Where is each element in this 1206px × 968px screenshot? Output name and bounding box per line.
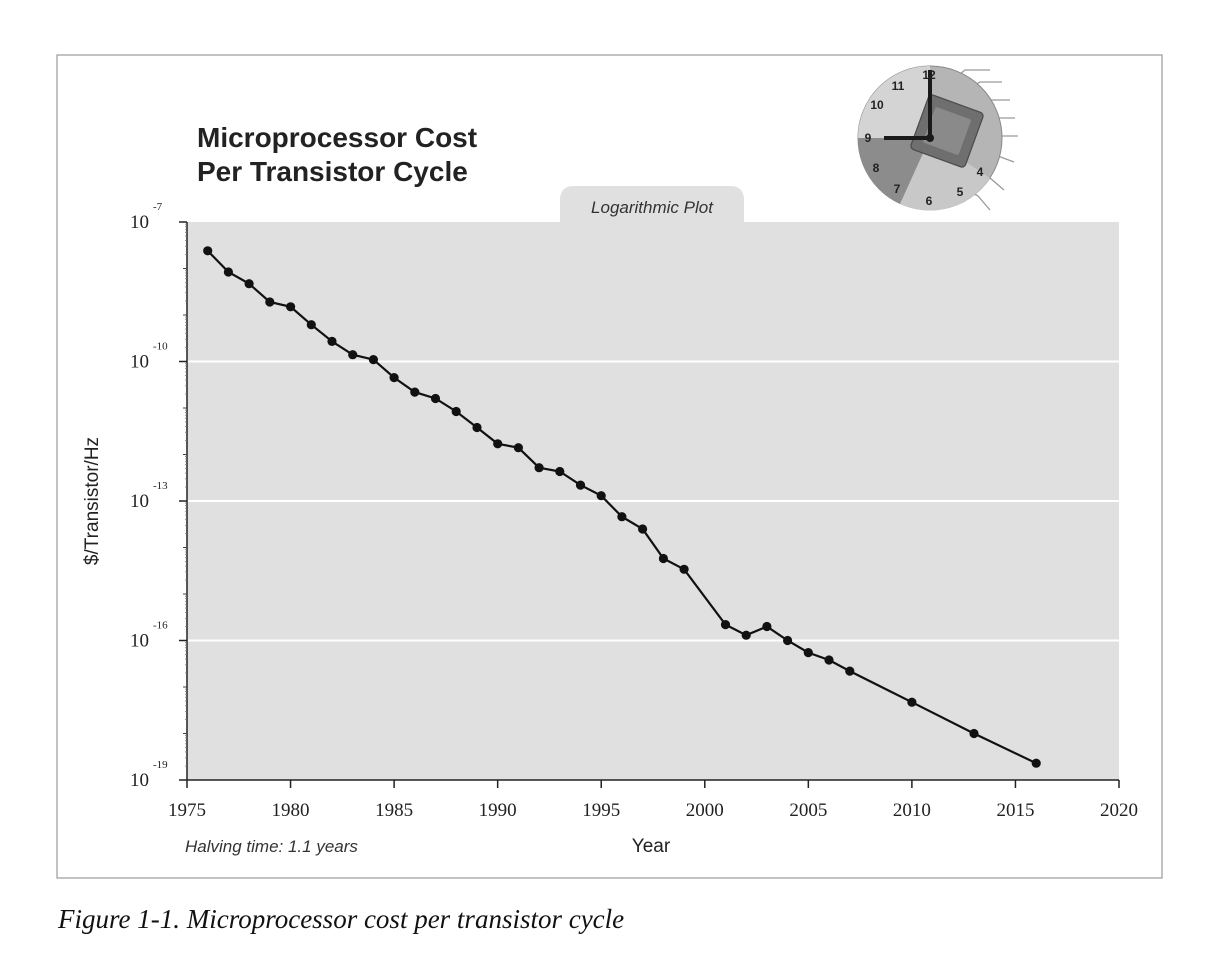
data-point [824,655,834,665]
data-point [803,648,813,658]
y-tick-label: 10 [130,352,149,373]
data-point [410,387,420,397]
data-point [907,697,917,707]
data-point [430,393,441,404]
y-axis-label: $/Transistor/Hz [82,437,103,565]
data-point [472,422,482,433]
y-tick-exponent: -13 [153,480,168,492]
y-minor-ticks [183,221,187,781]
data-point [306,320,316,330]
clock-number: 6 [926,194,933,208]
data-point [658,553,669,564]
x-tick-label: 1985 [375,800,413,821]
data-point [555,466,565,477]
x-tick-label: 2015 [996,800,1034,821]
x-axis-label: Year [632,836,671,857]
data-point [451,406,461,417]
y-tick-label: 10 [130,491,149,512]
data-point [368,355,378,365]
clock-number: 12 [922,68,936,82]
data-point [1031,758,1041,768]
x-tick-label: 1990 [479,800,517,821]
y-tick-exponent: -16 [153,620,168,632]
data-point [762,621,772,632]
data-point [513,443,524,453]
chart-title-line-1: Microprocessor Cost [197,122,477,153]
x-tick-label: 2020 [1100,800,1138,821]
y-tick-exponent: -7 [153,201,163,213]
data-point [638,524,648,534]
data-point [534,463,544,473]
data-point [493,439,503,449]
data-point [720,620,731,630]
data-point [286,302,296,312]
halving-time-note: Halving time: 1.1 years [185,837,358,856]
series-line [203,246,1041,768]
gridlines [187,360,1119,642]
x-tick-label: 1995 [582,800,620,821]
clock-number: 8 [873,161,880,175]
data-point [679,564,689,574]
clock-number: 11 [892,79,905,93]
x-ticks: 1975 1980 1985 1990 1995 2000 2005 2010 2015 2020 [168,780,1138,821]
x-tick-label: 2000 [686,800,724,821]
data-point [845,666,855,676]
data-point [741,630,751,640]
data-point [203,246,213,256]
clock-chip-icon: 12 11 10 9 8 7 6 5 4 [857,65,1018,211]
y-ticks: 10 -7 10 -10 10 -13 10 -16 10 -19 [130,201,187,791]
clock-number: 4 [977,165,984,179]
y-tick-label: 10 [130,770,149,791]
y-tick-label: 10 [130,631,149,652]
data-point [244,279,254,289]
x-tick-label: 1980 [272,800,310,821]
y-tick-label: 10 [130,212,149,233]
data-point [783,635,793,646]
clock-number: 5 [957,185,964,199]
x-tick-label: 1975 [168,800,206,821]
log-plot-badge-label: Logarithmic Plot [591,198,714,217]
log-plot-badge [560,186,744,222]
data-point [265,297,275,307]
y-tick-exponent: -10 [153,341,168,353]
data-point [596,491,606,501]
data-point [969,728,979,739]
clock-number: 7 [894,182,901,196]
x-tick-label: 2010 [893,800,931,821]
chart-title-line-2: Per Transistor Cycle [197,156,468,187]
clock-number: 10 [870,98,884,112]
data-point [223,267,233,277]
series-polyline [206,250,1037,765]
x-tick-label: 2005 [789,800,827,821]
figure-caption: Figure 1-1. Microprocessor cost per tran… [57,904,624,934]
y-tick-exponent: -19 [153,759,168,771]
data-point [617,512,627,522]
data-point [327,336,337,346]
clock-number: 9 [865,131,872,145]
data-point [575,480,586,490]
data-point [348,350,358,360]
data-point [389,373,399,383]
